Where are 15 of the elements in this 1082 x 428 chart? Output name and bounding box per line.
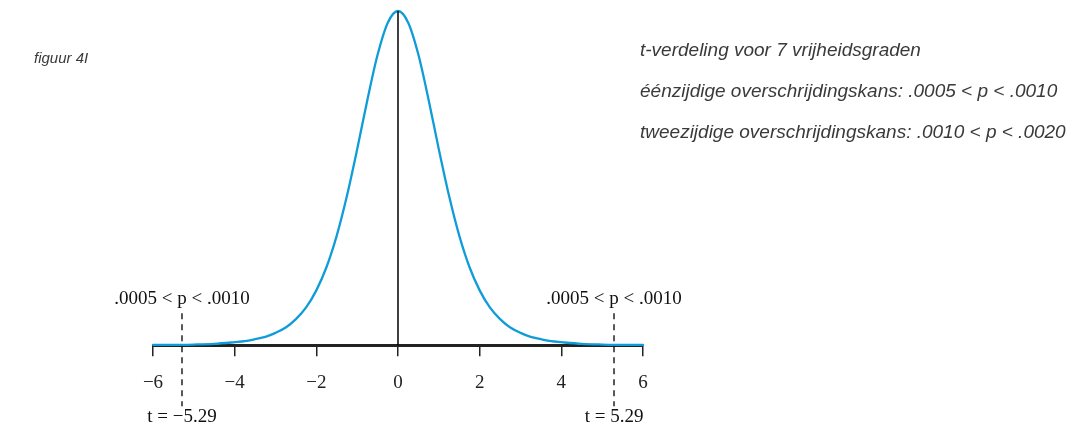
annotation: .0005 < p < .0010 — [546, 287, 682, 309]
text: figuur 4I — [34, 49, 89, 67]
x-tick-label: −2 — [306, 370, 327, 392]
annotation: éénzijdige overschrijdingskans: .0005 < p < .0010 — [640, 80, 1058, 102]
x-tick-label: 4 — [556, 370, 567, 392]
ref-line-label: t = −5.29 — [147, 404, 217, 426]
x-tick-label: −6 — [142, 370, 164, 392]
x-tick-label: 6 — [638, 370, 648, 392]
x-tick-label: −4 — [224, 370, 246, 392]
text: t-verdeling voor 7 vrijheidsgraden — [640, 39, 921, 61]
x-tick-label: 2 — [474, 370, 485, 392]
ref-line-label: t = 5.29 — [584, 404, 644, 426]
annotation: tweezijdige overschrijdingskans: .0010 < p < .0020 — [640, 121, 1066, 143]
x-tick-label: 0 — [393, 370, 403, 392]
annotation: .0005 < p < .0010 — [114, 287, 250, 309]
